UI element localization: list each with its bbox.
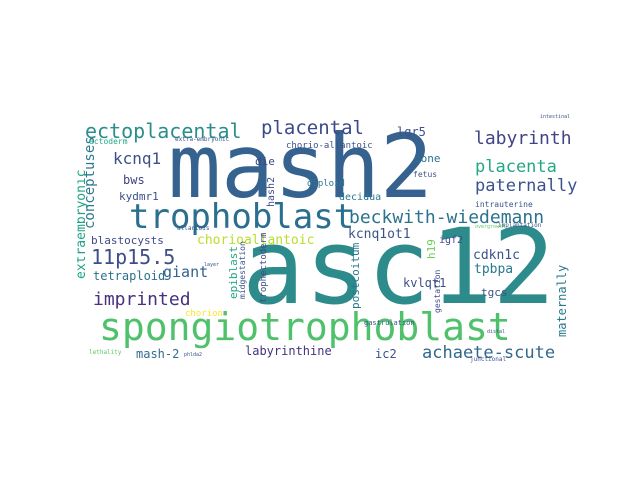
word-imprinted: imprinted: [93, 289, 191, 310]
word-tpbpa: tpbpa: [474, 262, 514, 277]
word-asc12: asc12: [242, 206, 556, 328]
word-blastocysts: blastocysts: [91, 234, 164, 247]
word-ic2: ic2: [375, 347, 397, 361]
word-gastrulation: gastrulation: [364, 319, 415, 327]
word-kcnq1: kcnq1: [113, 149, 162, 168]
word-intrauterine: intrauterine: [475, 200, 533, 209]
word-extraembryonic: extraembryonic: [77, 169, 89, 279]
word-beckwith-wiedemann: beckwith-wiedemann: [349, 207, 545, 228]
word-phlda2: phlda2: [184, 352, 203, 358]
word-spongiotrophoblast: spongiotrophoblast: [99, 305, 511, 349]
word-11p15-5: 11p15.5: [91, 245, 176, 269]
word-chorion: chorion: [185, 309, 223, 319]
word-ectoderm: ectoderm: [89, 137, 128, 146]
word-trophoblast: trophoblast: [129, 197, 355, 237]
word-extra-embryonic: extra-embryonic: [175, 136, 230, 143]
word-gestation: gestation: [433, 269, 442, 313]
word-overgrowth: overgrowth: [475, 224, 506, 230]
word-paternally: paternally: [475, 176, 578, 196]
word-labyrinth: labyrinth: [474, 128, 572, 149]
word-igf2: igf2: [439, 235, 464, 246]
word-mash-2: mash-2: [136, 347, 180, 361]
word-cdkn1c: cdkn1c: [473, 248, 520, 263]
word-die: die: [255, 155, 275, 168]
word-placenta: placenta: [475, 157, 557, 177]
word-chorioallantoic: chorioallantoic: [197, 233, 315, 248]
word-mash2: mash2: [168, 115, 433, 218]
word-cloud: asc12 mash2 spongiotrophoblast trophobla…: [77, 113, 584, 366]
word-h19: h19: [425, 239, 438, 259]
word-postcoitum: postcoitum: [349, 242, 362, 309]
word-junctional: junctional: [470, 356, 507, 363]
word-trophectoderm: trophectoderm: [259, 232, 269, 303]
word-hash2: hash2: [266, 176, 277, 207]
word-maternally: maternally: [555, 264, 569, 337]
word-kcnq1ot1: kcnq1ot1: [348, 227, 411, 242]
word-intestinal: intestinal: [540, 114, 571, 120]
word-implantation: implantation: [498, 222, 542, 229]
word-allantois: allantois: [177, 225, 210, 232]
word-placental: placental: [261, 117, 364, 139]
word-kvlqt1: kvlqt1: [403, 276, 447, 290]
word-bws: bws: [123, 173, 145, 187]
word-diploid: diploid: [307, 179, 345, 189]
word-tgcs: tgcs: [481, 286, 508, 299]
word-lethality: lethality: [89, 349, 122, 356]
word-chorio-allantoic: chorio-allantoic: [286, 141, 373, 151]
word-ectoplacental: ectoplacental: [85, 119, 242, 143]
word-midgestation: midgestation: [238, 241, 247, 299]
word-cone: cone: [414, 152, 441, 165]
word-kydmr1: kydmr1: [119, 190, 159, 203]
word-distal: distal: [487, 329, 506, 335]
word-decidua: decidua: [339, 192, 382, 203]
word-lgr5: lgr5: [397, 125, 426, 139]
word-giant: giant: [163, 263, 209, 281]
word-labyrinthine: labyrinthine: [245, 344, 332, 358]
word-layer: layer: [204, 262, 220, 268]
word-achaete-scute: achaete-scute: [422, 343, 556, 363]
word-tetraploid: tetraploid: [93, 269, 166, 283]
word-fetus: fetus: [413, 170, 438, 179]
